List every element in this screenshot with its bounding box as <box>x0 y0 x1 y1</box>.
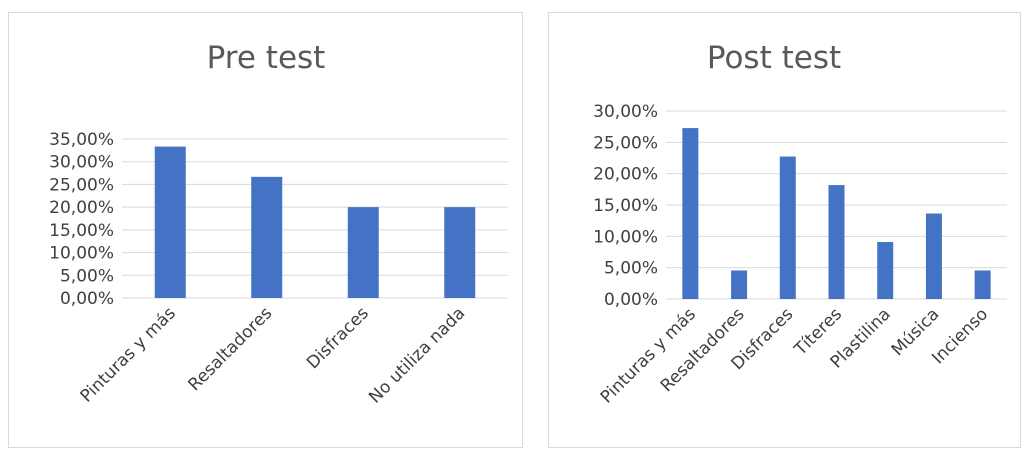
y-tick-label: 10,00% <box>593 227 658 247</box>
bar <box>444 207 475 298</box>
y-tick-label: 15,00% <box>49 221 114 241</box>
x-category-label: Disfraces <box>303 303 373 373</box>
x-axis-categories: Pinturas y másResaltadoresDisfracesTíter… <box>597 304 992 407</box>
y-axis-ticks: 0,00% 5,00% 10,00% 15,00% 20,00% 25,00% 30,00% <box>593 102 658 310</box>
bar <box>829 185 845 299</box>
y-tick-label: 0,00% <box>604 290 658 310</box>
bar <box>348 207 379 298</box>
post-test-chart: Post test 0,00% 5,00% 10,00% 15,00% 20,00% 25… <box>548 12 1021 448</box>
bar <box>682 128 698 299</box>
bar <box>731 270 747 299</box>
pre-test-chart-panel: Pre test 0,00% 5,00% 10,00% 15,00% 20,00% 25,… <box>8 12 523 448</box>
bar <box>251 177 282 298</box>
y-tick-label: 30,00% <box>593 102 658 122</box>
x-category-label: Resaltadores <box>185 303 277 395</box>
y-tick-label: 25,00% <box>593 133 658 153</box>
bar <box>877 242 893 299</box>
bar <box>926 214 942 299</box>
chart-title: Post test <box>707 40 841 76</box>
y-tick-label: 15,00% <box>593 196 658 216</box>
bar <box>780 157 796 299</box>
chart-title: Pre test <box>207 40 326 76</box>
bar <box>155 147 186 298</box>
bars <box>682 128 990 299</box>
y-tick-label: 35,00% <box>49 130 114 150</box>
x-category-label: Resaltadores <box>657 304 749 396</box>
y-tick-label: 10,00% <box>49 244 114 264</box>
y-tick-label: 5,00% <box>60 266 114 286</box>
x-category-label: Pinturas y más <box>77 303 180 406</box>
bar <box>975 270 991 299</box>
y-tick-label: 25,00% <box>49 175 114 195</box>
pre-test-chart: Pre test 0,00% 5,00%10,00% 15,00% 20,00% 25,… <box>8 12 523 448</box>
y-tick-label: 20,00% <box>49 198 114 218</box>
y-tick-label: 5,00% <box>604 259 658 279</box>
x-category-label: No utiliza nada <box>365 303 469 407</box>
y-tick-label: 30,00% <box>49 153 114 173</box>
y-tick-label: 0,00% <box>60 289 114 309</box>
post-test-chart-panel: Post test 0,00% 5,00% 10,00% 15,00% 20,00% 25… <box>548 12 1021 448</box>
y-axis-ticks: 0,00% 5,00%10,00% 15,00% 20,00% 25,00%30,00%… <box>49 130 114 309</box>
y-tick-label: 20,00% <box>593 165 658 185</box>
